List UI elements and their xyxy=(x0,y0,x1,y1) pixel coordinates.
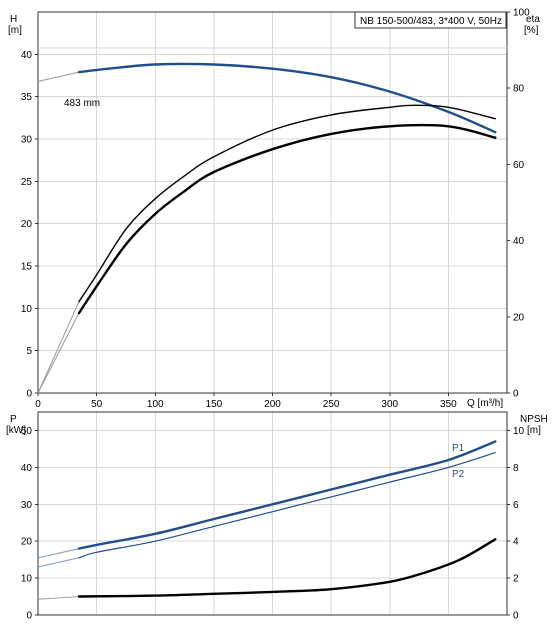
series-line-2 xyxy=(77,123,497,315)
left-tick-label-25: 25 xyxy=(21,177,33,188)
series-line-P1 xyxy=(77,440,497,550)
right-tick-label-6: 6 xyxy=(513,500,519,511)
right-tick-label-20: 20 xyxy=(513,312,525,323)
title-box xyxy=(354,11,507,29)
x-tick-label-150: 150 xyxy=(206,399,223,410)
x-axis-label: Q [m³/h] xyxy=(467,398,503,409)
right-tick-label-40: 40 xyxy=(513,236,525,247)
bottom-ticks: 0 10 20 30 40 50 0 2 4 6 8 10 xyxy=(21,426,525,622)
top-panel: NB 150-500/483, 3*400 V, 50Hz H [m] eta … xyxy=(8,8,540,411)
x-tick-label-250: 250 xyxy=(323,399,340,410)
y-axis-unit-eta: [%] xyxy=(524,25,539,36)
left-tick-label-40: 40 xyxy=(21,50,33,61)
x-tick-label-0: 0 xyxy=(35,399,41,410)
x-tick-label-100: 100 xyxy=(147,399,164,410)
y-axis-name-NPSH: NPSH xyxy=(520,414,548,425)
right-tick-label-4: 4 xyxy=(513,537,519,548)
series-extension-0 xyxy=(37,548,80,559)
left-tick-label-0: 0 xyxy=(26,611,32,622)
series-extension-1 xyxy=(37,301,80,394)
top-grid xyxy=(38,12,507,393)
left-tick-label-20: 20 xyxy=(21,537,33,548)
bottom-panel: P [kW] NPSH [m] P1 P2 0 10 20 30 40 50 0 2 4 6 8 10 xyxy=(6,411,548,622)
left-tick-label-50: 50 xyxy=(21,426,33,437)
right-tick-label-60: 60 xyxy=(513,160,525,171)
chart-title: NB 150-500/483, 3*400 V, 50Hz xyxy=(360,16,502,27)
right-tick-label-10: 10 xyxy=(513,426,525,437)
right-tick-label-0: 0 xyxy=(513,611,519,622)
bottom-plot-frame xyxy=(37,411,508,616)
right-tick-label-0: 0 xyxy=(513,389,519,400)
series-extension-0 xyxy=(37,71,80,82)
right-tick-label-2: 2 xyxy=(513,574,519,585)
series-extension-1 xyxy=(37,557,80,568)
left-tick-label-35: 35 xyxy=(21,92,33,103)
x-tick-label-300: 300 xyxy=(381,399,398,410)
x-tick-label-50: 50 xyxy=(91,399,103,410)
left-tick-label-10: 10 xyxy=(21,574,33,585)
bottom-grid xyxy=(38,412,507,615)
left-tick-label-30: 30 xyxy=(21,135,33,146)
right-tick-label-80: 80 xyxy=(513,84,525,95)
series-line-1 xyxy=(78,104,496,303)
left-tick-label-20: 20 xyxy=(21,219,33,230)
top-series xyxy=(37,62,497,394)
y-axis-unit-H: [m] xyxy=(8,25,22,36)
left-tick-label-15: 15 xyxy=(21,262,33,273)
top-ticks: 0 5 10 15 20 25 30 35 40 0 20 40 60 80 100 0 50 100 150 200… xyxy=(21,8,530,411)
left-tick-label-10: 10 xyxy=(21,304,33,315)
x-tick-label-200: 200 xyxy=(264,399,281,410)
left-tick-label-40: 40 xyxy=(21,463,33,474)
curve-annotation: 483 mm xyxy=(64,98,100,109)
y-axis-name-H: H xyxy=(10,14,17,25)
series-extension-2 xyxy=(37,312,80,394)
series-line-P2 xyxy=(78,452,496,559)
x-tick-label-350: 350 xyxy=(440,399,457,410)
y-axis-name-P: P xyxy=(10,414,17,425)
series-extension-2 xyxy=(37,596,80,600)
right-tick-label-8: 8 xyxy=(513,463,519,474)
y-axis-unit-NPSH: [m] xyxy=(527,425,541,436)
left-tick-label-5: 5 xyxy=(26,346,32,357)
right-tick-label-100: 100 xyxy=(513,8,530,19)
y-axis-unit-P: [kW] xyxy=(6,425,26,436)
left-tick-label-0: 0 xyxy=(26,389,32,400)
series-label-P2: P2 xyxy=(452,469,465,480)
y-axis-name-eta: eta xyxy=(526,14,540,25)
left-tick-label-30: 30 xyxy=(21,500,33,511)
series-label-P1: P1 xyxy=(452,443,465,454)
series-line-483-mm xyxy=(77,62,497,134)
bottom-series xyxy=(37,440,497,600)
series-line-2 xyxy=(77,538,497,598)
